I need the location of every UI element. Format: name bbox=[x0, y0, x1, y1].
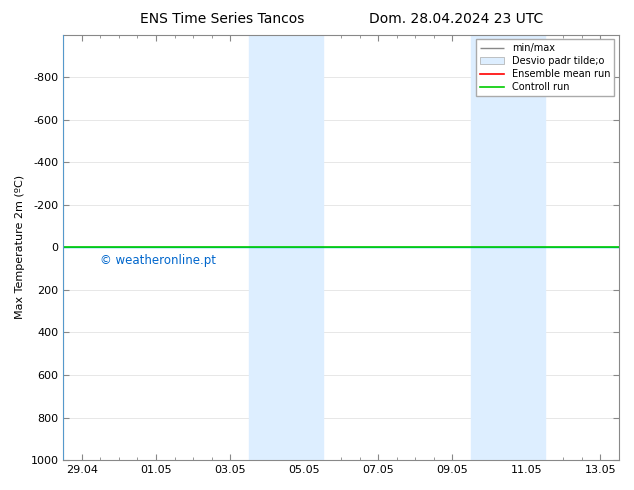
Legend: min/max, Desvio padr tilde;o, Ensemble mean run, Controll run: min/max, Desvio padr tilde;o, Ensemble m… bbox=[476, 40, 614, 96]
Bar bbox=[249, 35, 323, 460]
Text: ENS Time Series Tancos: ENS Time Series Tancos bbox=[139, 12, 304, 26]
Bar bbox=[471, 35, 545, 460]
Text: Dom. 28.04.2024 23 UTC: Dom. 28.04.2024 23 UTC bbox=[370, 12, 543, 26]
Text: © weatheronline.pt: © weatheronline.pt bbox=[100, 254, 216, 267]
Y-axis label: Max Temperature 2m (ºC): Max Temperature 2m (ºC) bbox=[15, 175, 25, 319]
